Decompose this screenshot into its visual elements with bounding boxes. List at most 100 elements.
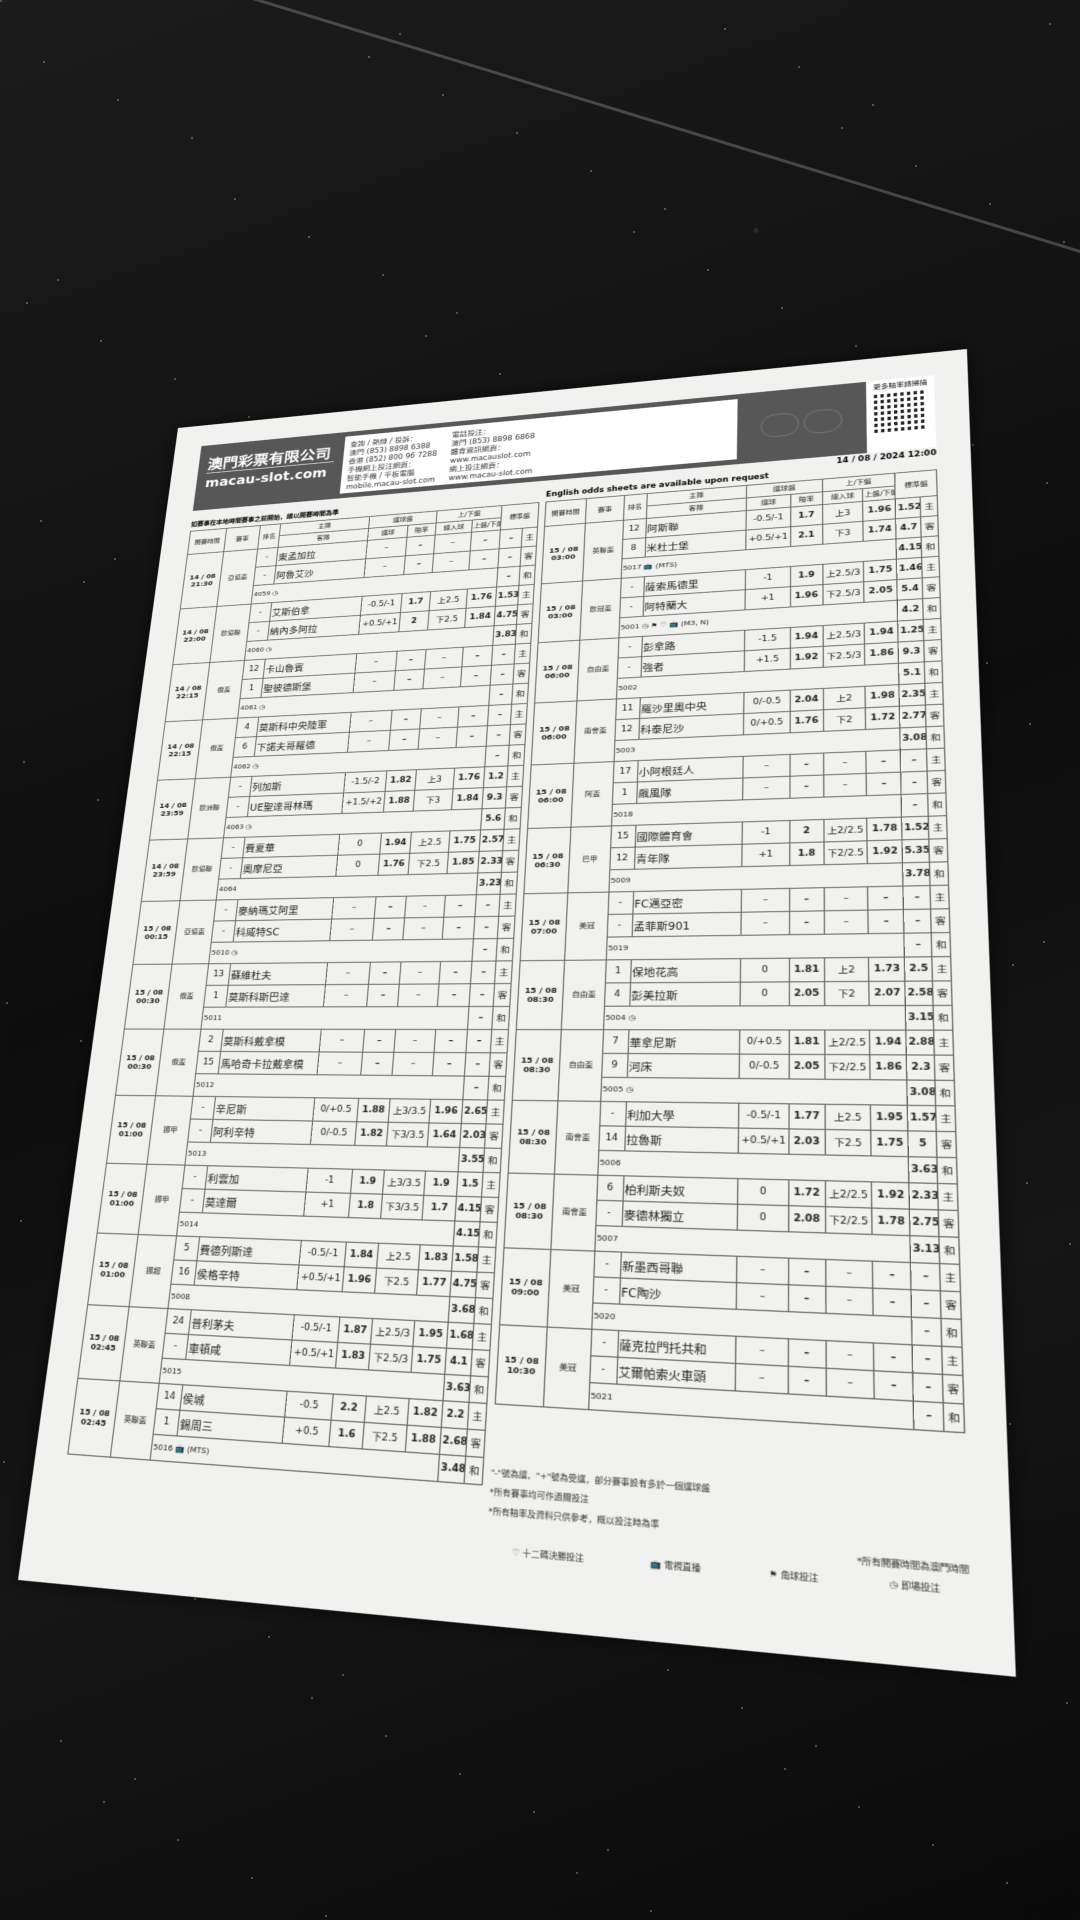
away-win-odds[interactable]: – (464, 1052, 491, 1077)
home-win-odds[interactable]: 1.25 (898, 619, 925, 643)
home-ou-odds[interactable]: 1.95 (412, 1320, 449, 1349)
away-ou-odds[interactable]: 1.92 (867, 839, 904, 864)
home-win-odds[interactable]: 2.65 (461, 1099, 488, 1124)
away-handicap-odds[interactable]: 2.05 (788, 981, 825, 1006)
away-handicap-odds[interactable]: – (789, 774, 824, 799)
home-ou-odds[interactable]: – (866, 749, 902, 774)
home-ou-odds[interactable]: 1.96 (862, 498, 897, 522)
home-ou-odds[interactable]: 1.94 (869, 1030, 907, 1055)
away-ou-odds[interactable]: 1.84 (464, 606, 496, 628)
home-ou-odds[interactable]: 1.94 (864, 621, 899, 644)
away-handicap-odds[interactable]: 1.76 (789, 709, 824, 733)
away-win-odds[interactable]: 4.15 (455, 1196, 482, 1222)
home-handicap-odds[interactable]: 1.81 (788, 957, 825, 982)
draw-odds[interactable]: – (489, 683, 514, 706)
home-ou-odds[interactable]: – (457, 705, 490, 728)
draw-odds[interactable]: 3.08 (907, 1080, 937, 1106)
draw-odds[interactable]: – (913, 1401, 945, 1432)
draw-odds[interactable]: 5.6 (480, 807, 506, 830)
home-ou-odds[interactable]: – (867, 886, 904, 911)
draw-odds[interactable]: 3.63 (443, 1374, 471, 1403)
draw-odds[interactable]: – (485, 745, 510, 767)
away-handicap-odds[interactable]: 1.88 (383, 790, 415, 813)
away-win-odds[interactable]: 9.3 (482, 786, 507, 809)
home-ou-odds[interactable]: 1.75 (863, 559, 898, 582)
home-win-odds[interactable]: 1.58 (451, 1245, 479, 1273)
away-win-odds[interactable]: 2.77 (899, 704, 927, 728)
away-win-odds[interactable]: – (473, 916, 499, 939)
away-handicap-odds[interactable]: 1.8 (348, 1193, 383, 1219)
home-ou-odds[interactable]: 1.9 (423, 1170, 459, 1197)
draw-odds[interactable]: 4.15 (453, 1221, 481, 1247)
away-ou-odds[interactable]: – (873, 1288, 913, 1318)
home-handicap-odds[interactable]: 2.2 (330, 1393, 367, 1423)
away-ou-odds[interactable]: 1.64 (427, 1122, 462, 1148)
away-win-odds[interactable]: 5.35 (902, 839, 930, 863)
home-handicap-odds[interactable]: 1.84 (344, 1242, 379, 1269)
home-win-odds[interactable]: – (903, 885, 932, 910)
away-win-odds[interactable]: 5.4 (897, 577, 924, 601)
home-win-odds[interactable]: 1.52 (902, 816, 930, 840)
home-win-odds[interactable]: – (487, 704, 512, 726)
away-ou-odds[interactable]: 1.75 (871, 1130, 909, 1157)
home-win-odds[interactable]: – (470, 960, 497, 984)
draw-odds[interactable]: – (904, 932, 933, 958)
draw-odds[interactable]: 3.15 (905, 1005, 935, 1031)
draw-odds[interactable]: 3.63 (908, 1156, 939, 1184)
home-ou-odds[interactable]: 1.82 (407, 1398, 444, 1428)
away-win-odds[interactable]: – (486, 724, 511, 747)
away-ou-odds[interactable]: – (455, 725, 488, 748)
away-ou-odds[interactable]: 1.77 (416, 1269, 452, 1297)
home-ou-odds[interactable]: 1.92 (871, 1181, 910, 1210)
home-handicap-odds[interactable]: 1.72 (788, 1179, 826, 1207)
home-win-odds[interactable]: – (499, 528, 523, 549)
away-ou-odds[interactable]: 2.05 (863, 579, 898, 603)
away-handicap-odds[interactable]: – (366, 984, 400, 1007)
draw-odds[interactable]: – (472, 938, 498, 962)
away-ou-odds[interactable]: 1.85 (446, 851, 480, 874)
home-handicap-odds[interactable]: – (789, 753, 824, 777)
away-win-odds[interactable]: 4.75 (494, 604, 518, 626)
away-ou-odds[interactable]: 1.86 (864, 642, 899, 666)
away-handicap-odds[interactable]: – (372, 917, 405, 941)
draw-odds[interactable]: 3.48 (437, 1454, 467, 1484)
away-ou-odds[interactable]: 1.84 (451, 787, 484, 810)
draw-odds[interactable]: 3.55 (458, 1147, 485, 1173)
draw-odds[interactable]: 5.1 (898, 661, 926, 685)
away-win-odds[interactable]: 2.75 (909, 1209, 940, 1237)
away-handicap-odds[interactable]: 2.05 (788, 1054, 825, 1080)
draw-odds[interactable]: – (901, 793, 929, 818)
away-win-odds[interactable]: – (911, 1289, 942, 1319)
away-win-odds[interactable]: 2.68 (439, 1427, 468, 1457)
home-handicap-odds[interactable]: – (405, 535, 436, 556)
home-handicap-odds[interactable]: 1.9 (790, 564, 823, 587)
home-win-odds[interactable]: 2.5 (904, 956, 933, 982)
away-handicap-odds[interactable]: 1.92 (789, 646, 824, 670)
home-handicap-odds[interactable]: – (788, 1258, 826, 1287)
home-win-odds[interactable]: 2.33 (909, 1182, 939, 1210)
away-ou-odds[interactable]: 1.86 (870, 1054, 908, 1081)
home-win-odds[interactable]: 1.68 (446, 1322, 475, 1350)
away-ou-odds[interactable]: 1.7 (421, 1195, 457, 1222)
home-win-odds[interactable]: 1.46 (896, 557, 923, 580)
away-ou-odds[interactable]: 1.88 (405, 1425, 442, 1455)
home-handicap-odds[interactable]: 1.88 (356, 1098, 391, 1123)
draw-odds[interactable]: 3.13 (910, 1235, 941, 1264)
away-win-odds[interactable]: – (903, 909, 932, 934)
away-ou-odds[interactable]: – (468, 548, 500, 570)
away-handicap-odds[interactable]: 2.08 (788, 1205, 826, 1233)
home-handicap-odds[interactable]: 1.7 (400, 591, 431, 613)
draw-odds[interactable]: – (496, 566, 521, 587)
home-win-odds[interactable]: 1.53 (495, 585, 520, 607)
away-win-odds[interactable]: – (498, 547, 522, 568)
home-ou-odds[interactable]: – (438, 961, 473, 984)
away-handicap-odds[interactable]: – (787, 1284, 826, 1314)
home-ou-odds[interactable]: 1.76 (465, 586, 497, 609)
home-handicap-odds[interactable]: 1.77 (788, 1103, 825, 1130)
home-handicap-odds[interactable]: 1.9 (350, 1169, 385, 1195)
home-handicap-odds[interactable]: – (787, 1338, 826, 1369)
away-win-odds[interactable]: – (913, 1372, 944, 1403)
home-win-odds[interactable]: – (466, 1029, 493, 1053)
draw-odds[interactable]: 3.78 (903, 862, 931, 887)
away-handicap-odds[interactable]: – (789, 910, 825, 935)
